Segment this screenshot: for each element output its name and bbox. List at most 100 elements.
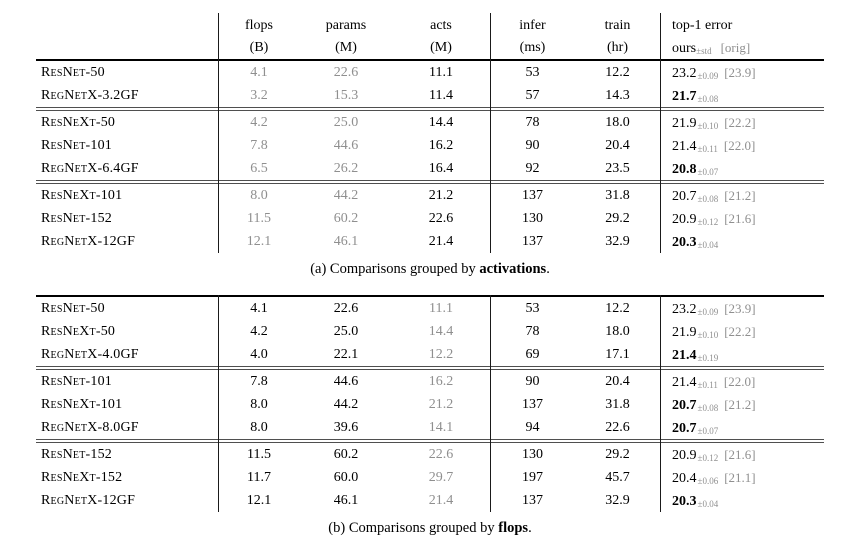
- params-value: 44.2: [333, 188, 359, 203]
- train-value: 29.2: [605, 447, 630, 462]
- ours-label: ours: [672, 41, 697, 56]
- table-row: ResNet-50 4.1 22.6 11.1 53 12.2 23.2±0.0…: [36, 297, 824, 320]
- error-orig: [22.2]: [724, 324, 756, 339]
- infer-value: 92: [525, 161, 540, 176]
- error-std: ±0.07: [697, 426, 719, 436]
- error-ours: 21.9: [672, 325, 697, 340]
- table-row: ResNet-152 11.5 60.2 22.6 130 29.2 20.9±…: [36, 207, 824, 230]
- flops-header: flops: [245, 18, 273, 33]
- flops-value: 8.0: [250, 188, 268, 203]
- params-value: 25.0: [333, 115, 359, 130]
- infer-value: 137: [522, 493, 543, 508]
- params-value: 22.6: [333, 301, 359, 316]
- model-name: RegNetX-4.0GF: [41, 347, 139, 362]
- params-value: 26.2: [333, 161, 359, 176]
- model-name: ResNeXt-50: [41, 115, 116, 130]
- column-divider: [660, 295, 661, 512]
- infer-value: 137: [522, 234, 543, 249]
- acts-value: 12.2: [428, 347, 454, 362]
- error-orig: [23.9]: [724, 65, 756, 80]
- caption-b-text: (b) Comparisons grouped by: [328, 520, 499, 536]
- flops-unit: (B): [249, 40, 269, 55]
- acts-value: 16.2: [428, 138, 454, 153]
- model-name: ResNet-50: [41, 65, 105, 80]
- model-name: ResNet-101: [41, 138, 112, 153]
- top1-error-value: 20.7±0.07: [660, 416, 824, 439]
- table-b-body: ResNet-50 4.1 22.6 11.1 53 12.2 23.2±0.0…: [36, 297, 824, 512]
- table-row: ResNeXt-101 8.0 44.2 21.2 137 31.8 20.7±…: [36, 393, 824, 416]
- error-orig: [22.0]: [723, 374, 756, 389]
- empty-cell: [36, 37, 218, 59]
- error-orig: [21.1]: [724, 470, 756, 485]
- infer-value: 53: [525, 65, 540, 80]
- column-divider: [660, 13, 661, 253]
- error-ours: 21.4: [672, 139, 697, 154]
- acts-value: 22.6: [428, 447, 454, 462]
- error-std: ±0.12: [697, 217, 719, 227]
- infer-value: 69: [525, 347, 540, 362]
- top1-error-header: top-1 error: [672, 18, 733, 33]
- model-name: ResNet-152: [41, 211, 112, 226]
- flops-value: 11.7: [247, 470, 271, 485]
- model-column-header: [36, 15, 218, 37]
- caption-b-emph: flops: [498, 520, 529, 536]
- flops-value: 12.1: [246, 493, 272, 508]
- top1-error-value: 21.9±0.10 [22.2]: [660, 111, 824, 134]
- params-value: 46.1: [333, 234, 359, 249]
- error-ours: 21.9: [672, 116, 697, 131]
- top1-error-value: 21.7±0.08: [660, 84, 824, 107]
- acts-value: 11.1: [429, 301, 453, 316]
- model-name: ResNet-152: [41, 447, 112, 462]
- caption-a-emph: activations: [479, 261, 547, 277]
- acts-unit: (M): [430, 40, 452, 55]
- table-row: RegNetX-6.4GF 6.5 26.2 16.4 92 23.5 20.8…: [36, 157, 824, 180]
- train-value: 20.4: [605, 138, 630, 153]
- infer-value: 57: [525, 88, 540, 103]
- acts-value: 21.4: [428, 493, 454, 508]
- train-value: 31.8: [605, 397, 630, 412]
- params-value: 22.6: [333, 65, 359, 80]
- model-name: RegNetX-8.0GF: [41, 420, 139, 435]
- train-value: 23.5: [605, 161, 630, 176]
- flops-value: 8.0: [250, 397, 268, 412]
- error-std: ±0.04: [697, 240, 719, 250]
- error-ours: 23.2: [672, 302, 697, 317]
- caption-a-period: .: [546, 261, 550, 277]
- top1-error-value: 20.3±0.04: [660, 230, 824, 253]
- orig-label: [orig]: [720, 40, 751, 55]
- params-value: 60.2: [333, 447, 359, 462]
- infer-value: 137: [522, 188, 543, 203]
- error-ours: 21.4: [672, 375, 697, 390]
- infer-value: 137: [522, 397, 543, 412]
- table-header: flops params acts infer train top-1 erro…: [36, 13, 824, 59]
- model-name: RegNetX-6.4GF: [41, 161, 139, 176]
- paper-table-figure: flops params acts infer train top-1 erro…: [36, 13, 824, 536]
- error-std: ±0.06: [697, 476, 719, 486]
- error-std: ±0.10: [697, 330, 719, 340]
- params-value: 15.3: [333, 88, 359, 103]
- train-header: train: [604, 18, 631, 33]
- flops-value: 4.2: [250, 115, 268, 130]
- acts-value: 11.4: [429, 88, 453, 103]
- top1-error-value: 20.7±0.08 [21.2]: [660, 184, 824, 207]
- params-value: 39.6: [333, 420, 359, 435]
- train-value: 12.2: [605, 65, 630, 80]
- params-value: 44.2: [333, 397, 359, 412]
- model-name: RegNetX-12GF: [41, 493, 136, 508]
- top1-error-value: 23.2±0.09 [23.9]: [660, 297, 824, 320]
- table-row: ResNeXt-152 11.7 60.0 29.7 197 45.7 20.4…: [36, 466, 824, 489]
- train-value: 45.7: [605, 470, 630, 485]
- infer-unit: (ms): [519, 40, 546, 55]
- flops-value: 4.0: [250, 347, 268, 362]
- error-std: ±0.08: [697, 94, 719, 104]
- model-name: ResNet-101: [41, 374, 112, 389]
- error-orig: [21.2]: [724, 397, 756, 412]
- flops-value: 7.8: [250, 138, 268, 153]
- error-orig: [22.0]: [723, 138, 756, 153]
- flops-value: 4.1: [250, 65, 268, 80]
- error-orig: [21.6]: [724, 447, 756, 462]
- error-ours: 21.7: [672, 89, 697, 104]
- params-header: params: [325, 18, 367, 33]
- infer-value: 197: [522, 470, 543, 485]
- acts-value: 22.6: [428, 211, 454, 226]
